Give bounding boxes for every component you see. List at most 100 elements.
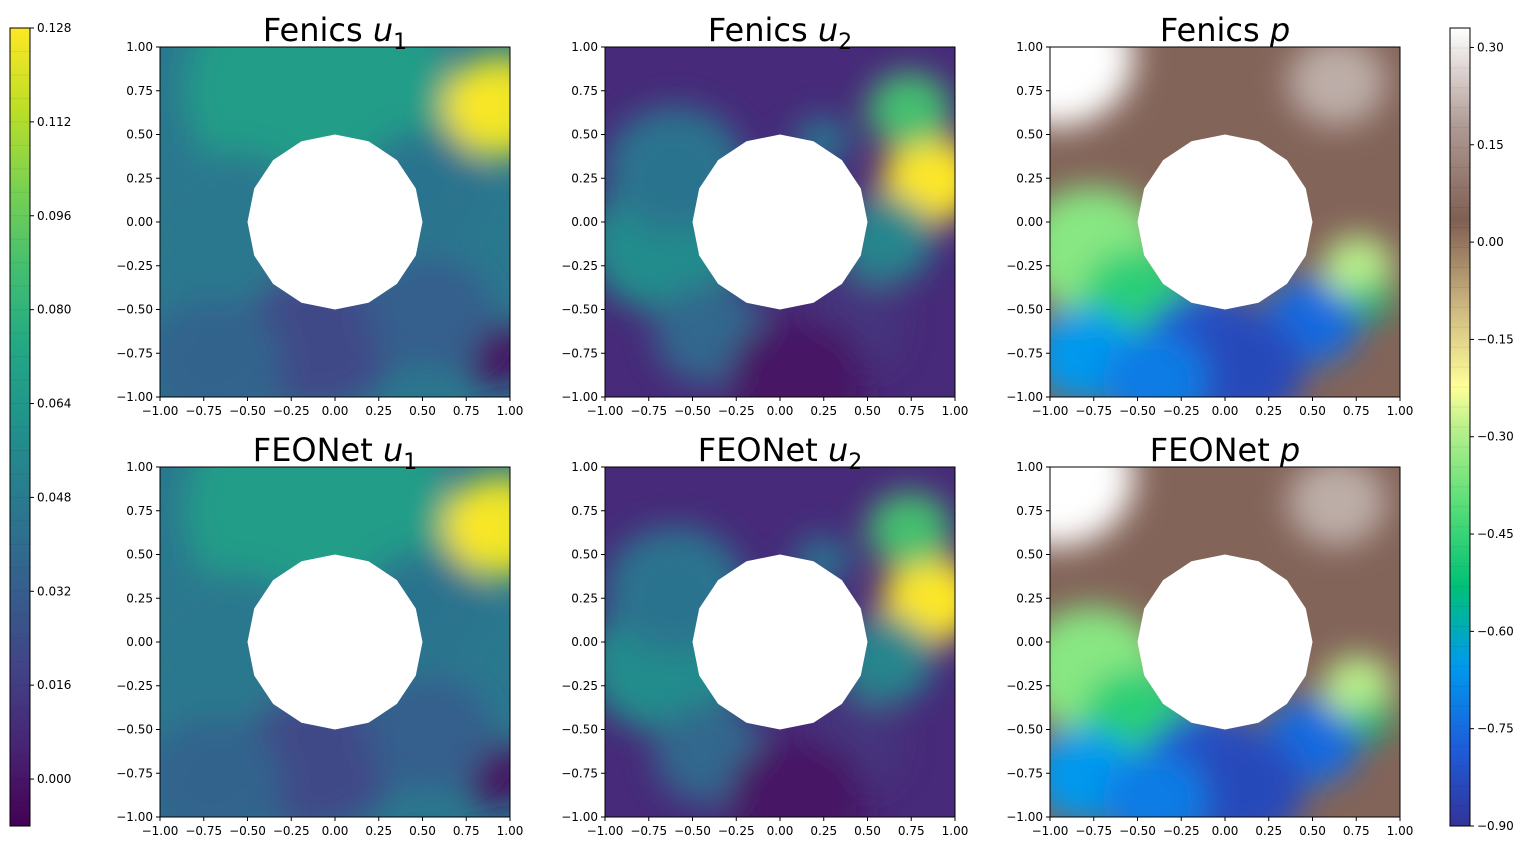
field-contours [1050,47,1393,397]
axis-xtick-label: 0.50 [854,824,881,838]
colorbar-tick-label: −0.45 [1477,527,1514,541]
contour-region [867,492,952,568]
obstacle-circle [1137,554,1313,730]
axis-ytick-label: 0.00 [571,635,598,649]
title-text: FEONet [1150,431,1280,469]
contour-region [160,719,283,817]
axis-xtick-label: −0.25 [273,824,310,838]
contour-region [1179,732,1306,817]
axis-ytick-label: 0.25 [571,591,598,605]
obstacle-circle [692,134,868,310]
contour-region [366,256,493,370]
axis-xtick-label: −0.50 [674,404,711,418]
colorbar-gradient [10,28,30,826]
axis-xtick-label: −0.25 [273,404,310,418]
axis-ytick-label: −0.25 [561,679,598,693]
axis-ytick-label: 0.50 [126,548,153,562]
contour-region [1288,467,1386,547]
axis-xtick-label: −0.75 [630,404,667,418]
panel-feonet-u1: −1.00 −0.75 −0.50 −0.25 0.00 0.25 0.50 0.75 1.00… [116,431,523,838]
axis-xtick-label: −0.75 [185,824,222,838]
axis-ytick-label: −1.00 [561,810,598,824]
axis-ytick-label: 0.25 [126,171,153,185]
axis-ytick-label: 0.50 [1016,128,1043,142]
axis-xtick-label: 0.00 [322,404,349,418]
field-u2 [605,47,955,397]
title-text: Fenics [1160,11,1270,49]
contour-region [1351,280,1393,318]
obstacle-circle [692,554,868,730]
panel-feonet-u2: −1.00 −0.75 −0.50 −0.25 0.00 0.25 0.50 0.75 1.00… [561,431,969,838]
title-text: Fenics [263,11,373,49]
axis-xtick-label: 0.00 [322,824,349,838]
axis-ytick-label: −0.50 [1006,723,1043,737]
axis-xtick-label: 0.00 [1212,404,1239,418]
axis-xtick-label: 0.50 [1299,824,1326,838]
obstacle-circle [247,554,423,730]
axis-ytick-label: 0.75 [571,504,598,518]
colorbar-frame [9,27,31,827]
colorbar-tick-label: −0.90 [1477,819,1514,833]
axis-xtick-label: 0.25 [1255,404,1282,418]
axis-xtick-label: 1.00 [942,824,969,838]
colorbar-gradient [1450,28,1470,826]
contour-region [366,676,493,790]
axis-ytick-label: −0.50 [1006,303,1043,317]
contour-region [1050,467,1134,547]
axis-ytick-label: −0.25 [116,259,153,273]
axis-ytick-label: 0.25 [1016,591,1043,605]
axis-xtick-label: −0.25 [1163,404,1200,418]
axis-xtick-label: 0.75 [898,404,925,418]
axis-xtick-label: 0.25 [810,404,837,418]
axis-xtick-label: 0.25 [365,404,392,418]
axis-xtick-label: −0.75 [1075,824,1112,838]
colorbar-tick-label: −0.75 [1477,722,1514,736]
axis-ytick-label: −0.75 [116,766,153,780]
axis-xtick-label: 0.00 [767,404,794,418]
contour-region [727,316,868,397]
pressure-colorbar: 0.30 0.15 0.00 −0.15 −0.30 −0.45 −0.60 −0.75 −0.… [1449,27,1514,833]
colorbar-tick-label: −0.15 [1477,332,1514,346]
axis-ytick-label: 0.75 [571,84,598,98]
velocity-colorbar: 0.128 0.112 0.096 0.080 0.064 0.048 0.032 0.016… [9,21,71,827]
axis-xtick-label: −1.00 [142,824,179,838]
colorbar-tick-label: 0.064 [37,397,71,411]
axis-ytick-label: −0.25 [116,679,153,693]
title-text: FEONet [698,431,828,469]
axis-xtick-label: −1.00 [142,404,179,418]
axis-xtick-label: 0.50 [1299,404,1326,418]
title-subscript: 2 [838,30,852,55]
colorbar-frame [1449,27,1471,827]
colorbar-tick-label: −0.60 [1477,624,1514,638]
panel-feonet-p: −1.00 −0.75 −0.50 −0.25 0.00 0.25 0.50 0.75 1.00… [1006,431,1413,838]
axis-ytick-label: 1.00 [126,40,153,54]
axis-ytick-label: 0.00 [1016,215,1043,229]
axis-xtick-label: 1.00 [1387,404,1414,418]
axis-xtick-label: −0.25 [718,404,755,418]
panel-title: FEONet u2 [698,431,862,475]
axis-xtick-label: −0.50 [1119,404,1156,418]
axis-ytick-label: 0.00 [1016,635,1043,649]
axis-ytick-label: −0.75 [561,346,598,360]
colorbar-tick-label: 0.016 [37,678,71,692]
axis-ytick-label: −1.00 [1006,810,1043,824]
axis-ytick-label: −0.25 [1006,259,1043,273]
panel-title: Fenics u2 [708,11,852,55]
axis-ytick-label: −1.00 [116,390,153,404]
axis-xtick-label: −0.50 [229,824,266,838]
panel-fenics-p: −1.00 −0.75 −0.50 −0.25 0.00 0.25 0.50 0.75 1.00… [1006,11,1414,418]
axis-ytick-label: 1.00 [571,40,598,54]
contour-region [1351,700,1393,738]
axis-ytick-label: −0.25 [561,259,598,273]
contour-region [867,72,952,148]
axis-xtick-label: 0.50 [409,404,436,418]
colorbar-tick-label: 0.080 [37,303,71,317]
axis-ytick-label: 0.50 [126,128,153,142]
colorbar-tick-label: −0.30 [1477,430,1514,444]
axis-ytick-label: 0.50 [1016,548,1043,562]
title-variable: u [818,11,838,49]
field-p [1050,467,1400,817]
axis-xtick-label: −0.75 [1075,404,1112,418]
axis-xtick-label: −0.75 [185,404,222,418]
